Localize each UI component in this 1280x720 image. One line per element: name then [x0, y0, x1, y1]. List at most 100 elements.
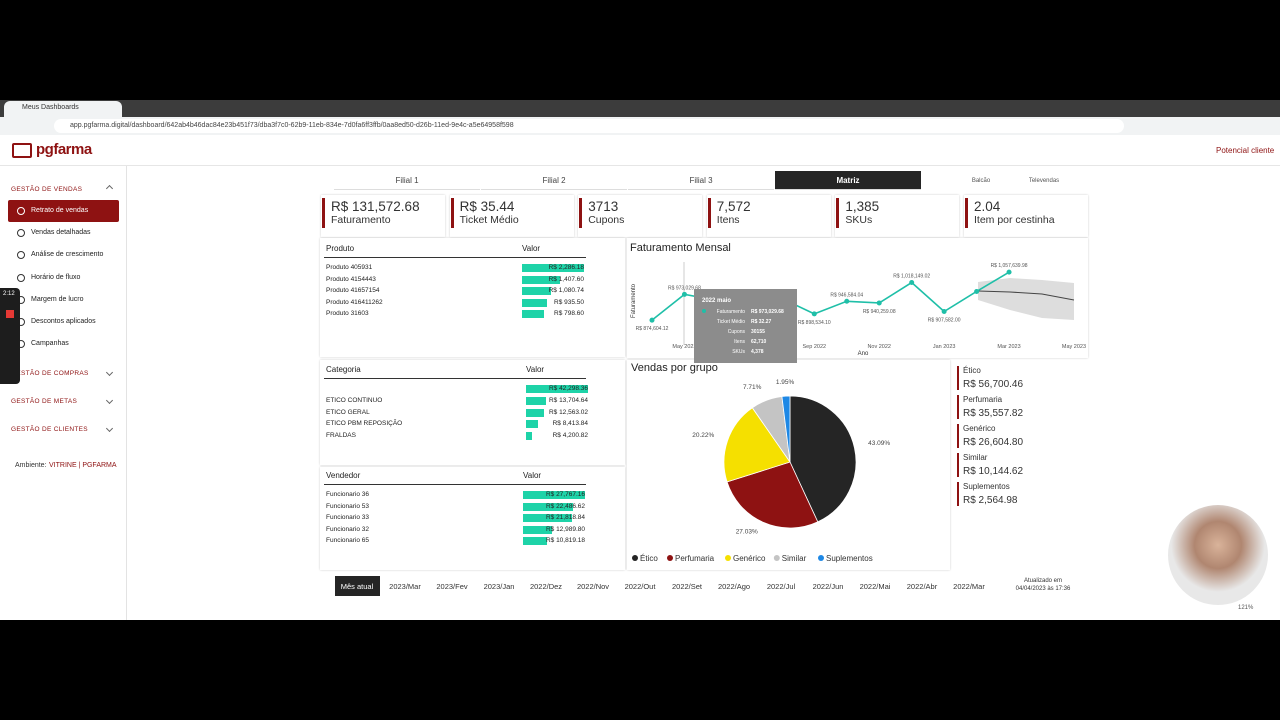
url: app.pgfarma.digital/dashboard/642ab4b46d…: [70, 122, 514, 129]
table-row-label: Produto 31603: [326, 310, 369, 317]
header-link[interactable]: Potencial cliente: [1216, 146, 1275, 155]
tooltip-key: SKUs: [732, 349, 745, 355]
table-bar: [526, 385, 588, 393]
table-header: Valor: [526, 365, 545, 374]
kpi-value: 7,572: [716, 199, 751, 214]
nav-item[interactable]: Descontos aplicados: [31, 318, 96, 325]
tooltip-value: 4,378: [751, 349, 764, 355]
nav-item[interactable]: Horário de fluxo: [31, 273, 81, 281]
data-point: [1006, 269, 1012, 275]
item-icon: [17, 273, 25, 282]
table-row-label: Funcionario 36: [326, 491, 369, 498]
x-tick-label: Jan 2023: [933, 344, 956, 350]
month-tab[interactable]: 2022/Abr: [906, 582, 938, 591]
table-bar: [523, 514, 572, 522]
section-title[interactable]: GESTÃO DE VENDAS: [11, 186, 83, 193]
tab-title: Meus Dashboards: [22, 104, 79, 111]
branch-tab[interactable]: Filial 2: [542, 176, 566, 185]
group-value: R$ 35,557.82: [963, 408, 1024, 419]
address-bar[interactable]: [54, 119, 1124, 133]
kpi-accent: [579, 198, 583, 228]
slice-label: 7.71%: [743, 384, 762, 391]
kpi-card: [578, 195, 703, 237]
table-row-label: Produto 405931: [326, 264, 373, 271]
month-tab[interactable]: 2022/Out: [624, 582, 656, 591]
branch-tab[interactable]: Matriz: [836, 176, 860, 185]
month-tab[interactable]: 2022/Jun: [812, 582, 844, 591]
channel-tab[interactable]: Balcão: [971, 178, 991, 184]
nav-item[interactable]: Retrato de vendas: [31, 207, 89, 214]
header-divider: [0, 165, 1280, 166]
month-tab[interactable]: 2022/Mai: [859, 582, 891, 591]
table-value: R$ 1,407.60: [548, 275, 584, 283]
header-rule: [324, 257, 586, 258]
table-bar: [526, 397, 547, 405]
branch-tab[interactable]: Filial 3: [689, 176, 713, 185]
month-tab[interactable]: 2022/Dez: [529, 582, 563, 591]
month-tab[interactable]: 2022/Jul: [766, 582, 796, 591]
month-tab[interactable]: 2022/Mar: [953, 582, 985, 591]
data-point: [649, 317, 655, 323]
tooltip-key: Itens: [734, 339, 745, 345]
kpi-value: 2.04: [974, 199, 1001, 214]
month-tab[interactable]: 2022/Nov: [576, 582, 610, 591]
group-value: R$ 2,564.98: [963, 495, 1018, 506]
channel-tab[interactable]: Televendas: [1028, 178, 1060, 184]
table-row-label: Produto 416411262: [326, 298, 383, 306]
x-tick-label: Nov 2022: [867, 344, 891, 350]
month-active: [335, 576, 380, 596]
table-value: R$ 1,080.74: [548, 287, 584, 294]
kpi-value: 3713: [588, 199, 619, 214]
table-value: R$ 10,819.18: [545, 537, 585, 544]
table-value: R$ 12,563.02: [548, 408, 588, 416]
section-title[interactable]: GESTÃO DE CLIENTES: [11, 426, 88, 433]
tooltip-swatch: [702, 309, 706, 313]
nav-item[interactable]: Campanhas: [31, 340, 69, 348]
table-row-label: Produto 4154443: [326, 275, 376, 283]
table-bar: [526, 431, 533, 440]
kpi-card: [964, 195, 1088, 237]
browser-tab[interactable]: [4, 101, 122, 117]
group-panel: [955, 360, 1088, 510]
chart-title: Vendas por grupo: [631, 362, 718, 374]
data-label: R$ 973,029.68: [668, 285, 701, 291]
recorder-time: 2:12: [3, 291, 15, 297]
pie-slice: [723, 407, 791, 483]
pie-slice: [726, 461, 819, 529]
month-tab[interactable]: Mês atual: [340, 582, 374, 591]
header-rule: [324, 378, 586, 379]
group-accent: [957, 482, 959, 506]
slice-label: 1.95%: [776, 379, 795, 386]
kpi-card: [449, 195, 574, 237]
group-accent: [957, 453, 959, 477]
x-tick-label: Sep 2022: [803, 344, 827, 350]
legend-swatch: [632, 555, 638, 561]
month-tab[interactable]: 2022/Set: [671, 582, 703, 591]
month-tab[interactable]: 2022/Ago: [717, 582, 751, 591]
x-axis-title: Ano: [858, 351, 869, 357]
data-point: [876, 300, 882, 306]
nav-item[interactable]: Vendas detalhadas: [31, 229, 91, 237]
legend-swatch: [667, 555, 673, 561]
table-value: R$ 42,298.36: [548, 385, 588, 392]
kpi-card: [321, 195, 445, 237]
section-title[interactable]: GESTÃO DE COMPRAS: [11, 370, 89, 377]
month-tab[interactable]: 2023/Jan: [483, 582, 515, 591]
nav-item[interactable]: Análise de crescimento: [31, 251, 104, 259]
month-tab[interactable]: 2023/Mar: [389, 582, 421, 591]
kpi-card: [706, 195, 831, 237]
legend-swatch: [725, 555, 731, 561]
table-row-label: Funcionario 65: [326, 537, 369, 544]
data-label: R$ 1,057,639.98: [991, 263, 1028, 269]
month-tab[interactable]: 2023/Fev: [436, 582, 468, 591]
legend-label: Perfumaria: [675, 554, 715, 563]
item-icon: [17, 251, 25, 260]
section-title[interactable]: GESTÃO DE METAS: [11, 398, 78, 405]
branch-tab[interactable]: Filial 1: [395, 176, 419, 185]
nav-item[interactable]: Margem de lucro: [31, 295, 84, 303]
group-accent: [957, 366, 959, 390]
forecast-line: [977, 290, 1075, 301]
webcam-overlay: [1168, 505, 1268, 605]
